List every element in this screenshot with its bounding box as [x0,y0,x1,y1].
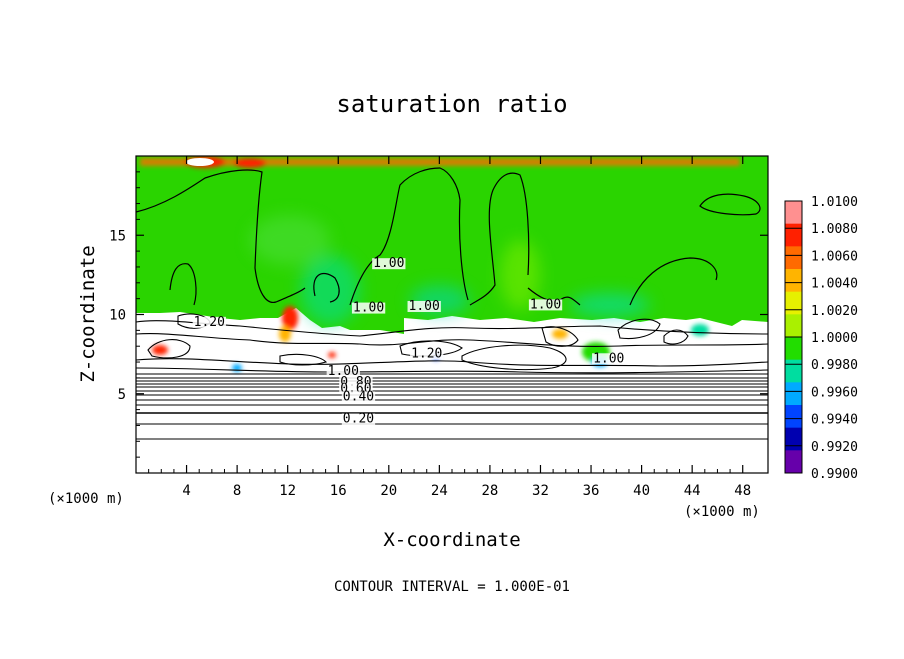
y-axis-ticks: 5 10 15 [109,171,768,458]
contour-label-bg [410,348,444,360]
x-tick-label: 36 [583,483,600,499]
colorbar-tick-label: 1.0060 [811,249,858,264]
contour-label-bg [341,391,376,403]
x-tick-label: 32 [532,483,549,499]
colorbar-segment [785,359,802,383]
colorbar-tick-label: 1.0000 [811,331,858,346]
contour-interval-note: CONTOUR INTERVAL = 1.000E-01 [334,579,570,595]
x-tick-label: 24 [431,483,448,499]
colorbar-segment [785,405,802,429]
colorbar-tick-label: 1.0080 [811,222,858,237]
colorbar-segment [785,427,802,451]
contour-label-bg [592,353,626,365]
contour-label-bg [326,365,360,377]
field-white-patch [186,158,214,166]
contour-label-bg [192,316,226,328]
colorbar-tick-label: 1.0040 [811,277,858,292]
colorbar-tick-label: 0.9980 [811,358,858,373]
contour-label: 0.40 [343,389,374,404]
colorbar-segment [785,314,802,338]
contour-label: 1.00 [409,299,440,314]
x-axis-ticks: 4 8 12 16 20 24 28 32 36 40 44 48 [148,156,751,499]
colorbar-segment [785,382,802,406]
field [136,156,768,473]
field-green-region [136,156,768,334]
contour-label-bg [341,413,376,425]
colorbar-segment [785,337,802,361]
contour-label-bg [351,302,386,314]
contour-label: 1.00 [530,297,561,312]
colorbar-segment [785,201,802,225]
x-tick-label: 44 [684,483,701,499]
x-tick-label: 4 [182,483,190,499]
contour-label: 1.20 [411,347,442,362]
y-axis-label: Z-coordinate [77,245,99,382]
contour-labels: 1.001.00 1.00 1.001.201.20 1.001.000.800.60… [192,256,626,427]
x-tick-label: 8 [233,483,241,499]
colorbar-segment [785,450,802,474]
contour-label-bg [339,383,373,395]
colorbar-tick-label: 0.9960 [811,385,858,400]
x-tick-label: 48 [734,483,751,499]
colorbar-tick-label: 0.9940 [811,413,858,428]
x-tick-label: 16 [330,483,347,499]
chart-title: saturation ratio [336,90,567,118]
colorbar: 1.0100 1.0080 1.0060 1.0040 1.0020 1.0000 0.99… [784,195,858,482]
colorbar-tick-label: 0.9900 [811,467,858,482]
contour-label: 1.00 [328,364,359,379]
colorbar-segment [785,291,802,315]
contour-label-bg [372,258,406,270]
y-tick-label: 5 [118,387,126,403]
contour-label-bg [339,377,373,389]
contour-label: 1.00 [353,301,384,316]
contour-label-bg [407,300,441,312]
x-axis-label: X-coordinate [383,529,520,551]
contour-label: 1.00 [593,351,624,366]
colorbar-tick-label: 1.0020 [811,304,858,319]
contour-label: 1.20 [194,315,225,330]
x-unit-left: (×1000 m) [48,491,124,507]
colorbar-segment [785,269,802,293]
x-tick-label: 20 [380,483,397,499]
y-tick-label: 10 [109,308,126,324]
contour-lines-lower [136,313,768,440]
x-tick-label: 40 [633,483,650,499]
colorbar-tick-label: 0.9920 [811,440,858,455]
x-tick-label: 28 [481,483,498,499]
y-tick-label: 15 [109,228,126,244]
colorbar-segment [785,223,802,247]
contour-label: 0.20 [343,412,374,427]
x-tick-label: 12 [279,483,296,499]
colorbar-segment [785,246,802,270]
colorbar-tick-label: 1.0100 [811,195,858,210]
x-unit-right: (×1000 m) [684,504,760,520]
contour-label: 1.00 [373,256,404,271]
contour-label-bg [528,299,563,311]
